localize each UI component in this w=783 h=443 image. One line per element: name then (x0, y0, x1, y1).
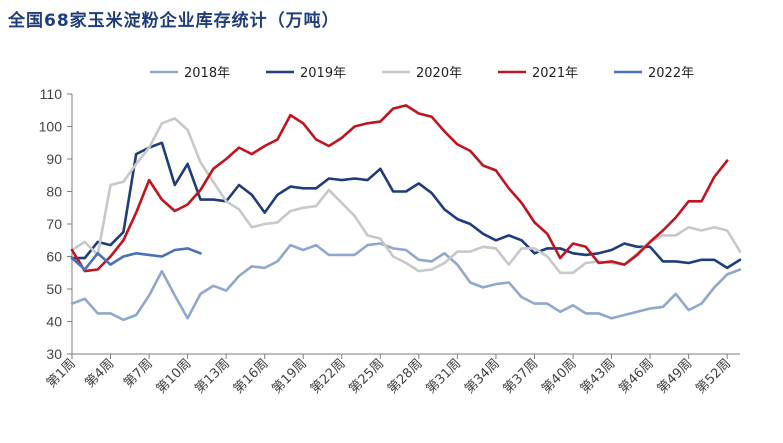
plot-area (70, 104, 742, 322)
legend-label: 2018年 (184, 66, 230, 81)
x-tick-label: 第43周 (578, 356, 619, 397)
y-tick-label: 110 (40, 86, 63, 102)
x-tick-label: 第13周 (192, 356, 233, 397)
series-line-2019年 (70, 141, 742, 270)
x-tick-label: 第40周 (539, 356, 580, 397)
y-axis: 30 40 50 60 70 80 90 100 110 (39, 86, 73, 362)
series-line-2022年 (70, 247, 202, 271)
x-tick-label: 第10周 (154, 356, 195, 397)
x-tick-label: 第28周 (385, 356, 426, 397)
y-tick-label: 70 (46, 216, 62, 232)
x-tick-label: 第19周 (269, 356, 310, 397)
series-line-2021年 (70, 104, 729, 273)
chart-title: 全国68家玉米淀粉企业库存统计（万吨） (8, 11, 340, 31)
y-tick-label: 60 (46, 249, 62, 265)
legend-label: 2022年 (648, 66, 694, 81)
x-tick-label: 第49周 (655, 356, 696, 397)
x-tick-label: 第37周 (501, 356, 542, 397)
x-tick-label: 第34周 (462, 356, 503, 397)
x-tick-label: 第31周 (424, 356, 465, 397)
y-tick-label: 90 (46, 151, 62, 167)
x-tick-label: 第16周 (231, 356, 272, 397)
legend-label: 2019年 (300, 66, 346, 81)
x-tick-label: 第22周 (308, 356, 349, 397)
x-tick-label: 第4周 (83, 356, 118, 391)
y-tick-label: 30 (46, 346, 62, 362)
y-tick-label: 100 (39, 119, 63, 135)
x-axis: 第1周 第4周 第7周第10周第13周第16周第19周第22周第25周第28周第31… (44, 353, 740, 397)
x-tick-label: 第7周 (121, 356, 156, 391)
legend-label: 2021年 (532, 66, 578, 81)
x-tick-label: 第52周 (693, 356, 734, 397)
x-tick-label: 第46周 (616, 356, 657, 397)
y-tick-label: 50 (46, 281, 62, 297)
x-tick-label: 第25周 (346, 356, 387, 397)
y-tick-label: 80 (46, 184, 62, 200)
legend-label: 2020年 (416, 66, 462, 81)
chart-legend: 2018年 2019年 2020年 2021年 2022年 (150, 66, 694, 81)
series-line-2018年 (70, 242, 742, 322)
y-tick-label: 40 (46, 314, 62, 330)
